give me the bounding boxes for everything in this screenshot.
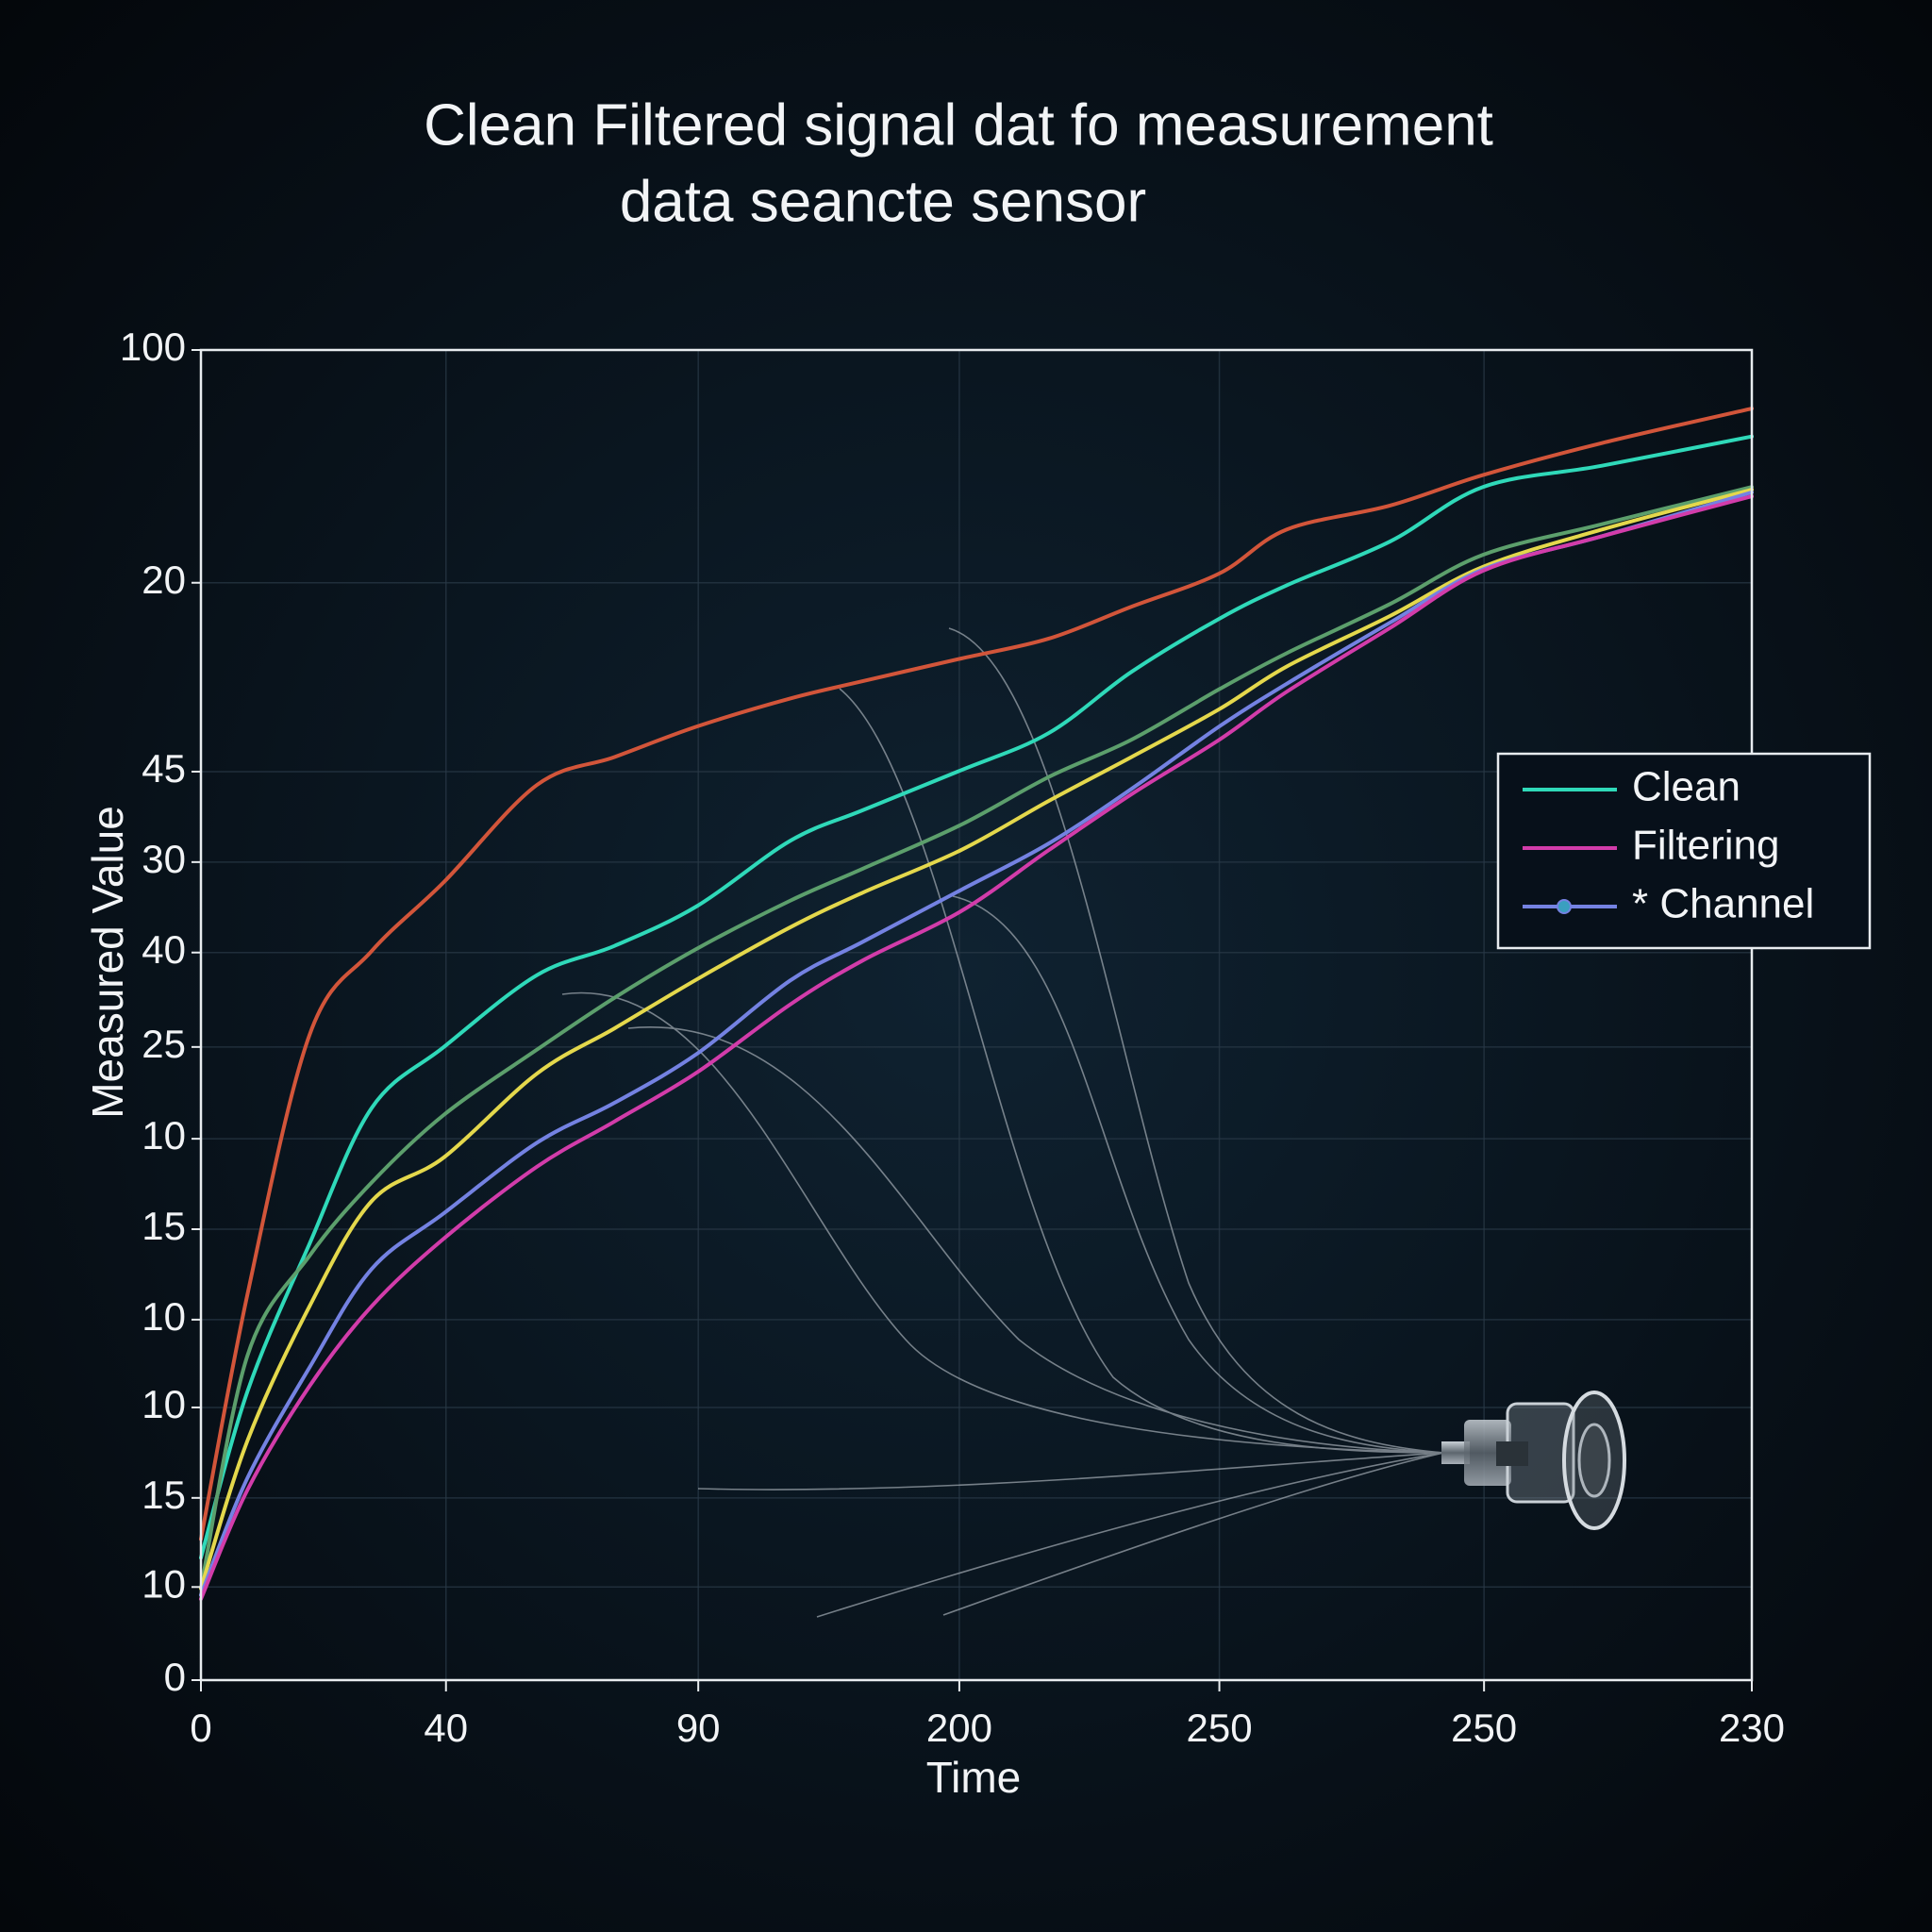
connector	[816, 1452, 1444, 1618]
y-tick-label: 100	[120, 325, 186, 369]
y-axis-label: Measured Value	[83, 806, 132, 1119]
y-tick-label: 15	[142, 1204, 186, 1248]
legend-marker	[1557, 899, 1572, 914]
connector	[627, 1025, 1444, 1454]
y-tick-label: 15	[142, 1473, 186, 1517]
y-tick-label: 10	[142, 1113, 186, 1158]
series-line	[199, 488, 1754, 1591]
legend-label: Filtering	[1632, 823, 1780, 869]
connector	[697, 1452, 1444, 1491]
y-tick-label: 10	[142, 1382, 186, 1426]
x-tick-label: 200	[926, 1706, 992, 1750]
sensor-neck	[1464, 1420, 1511, 1486]
series-line	[199, 407, 1754, 1541]
x-tick-label: 0	[190, 1706, 211, 1750]
x-tick-label: 40	[424, 1706, 468, 1750]
legend: Clean Filtering * Channel	[1496, 752, 1872, 950]
connector	[839, 688, 1444, 1454]
y-tick-label: 0	[164, 1655, 186, 1699]
sensor-icon	[1441, 1391, 1626, 1530]
legend-label: * Channel	[1632, 881, 1814, 927]
plot-frame	[199, 348, 1754, 1682]
y-tick-label: 10	[142, 1294, 186, 1339]
series-line	[199, 434, 1754, 1560]
x-tick-label: 230	[1719, 1706, 1785, 1750]
connector	[952, 895, 1444, 1454]
ticks: 0 10 15 10 10 15 10 25 40 30 45 20 100 0 40 90 200 250 250…	[120, 325, 1785, 1750]
x-tick-label: 250	[1187, 1706, 1253, 1750]
connector-lines	[561, 627, 1444, 1618]
legend-box	[1496, 752, 1872, 950]
connector	[948, 627, 1444, 1454]
lines	[199, 407, 1754, 1601]
x-tick-label: 250	[1451, 1706, 1517, 1750]
chart-title: data seancte sensor	[620, 169, 1146, 234]
connector	[942, 1452, 1444, 1616]
sensor-slot	[1496, 1441, 1528, 1466]
chart-title: Clean Filtered signal dat fo measurement	[424, 92, 1493, 158]
x-tick-label: 90	[676, 1706, 721, 1750]
y-tick-label: 30	[142, 837, 186, 881]
legend-label: Clean	[1632, 764, 1740, 810]
y-tick-label: 45	[142, 746, 186, 791]
y-tick-label: 20	[142, 558, 186, 602]
y-tick-label: 10	[142, 1561, 186, 1606]
y-tick-label: 25	[142, 1022, 186, 1066]
series-line	[199, 490, 1754, 1597]
x-axis-label: Time	[926, 1753, 1022, 1802]
y-tick-label: 40	[142, 927, 186, 972]
sensor-lens	[1577, 1423, 1611, 1498]
connector	[561, 991, 1444, 1454]
series-line	[199, 494, 1754, 1601]
series-line	[199, 485, 1754, 1591]
